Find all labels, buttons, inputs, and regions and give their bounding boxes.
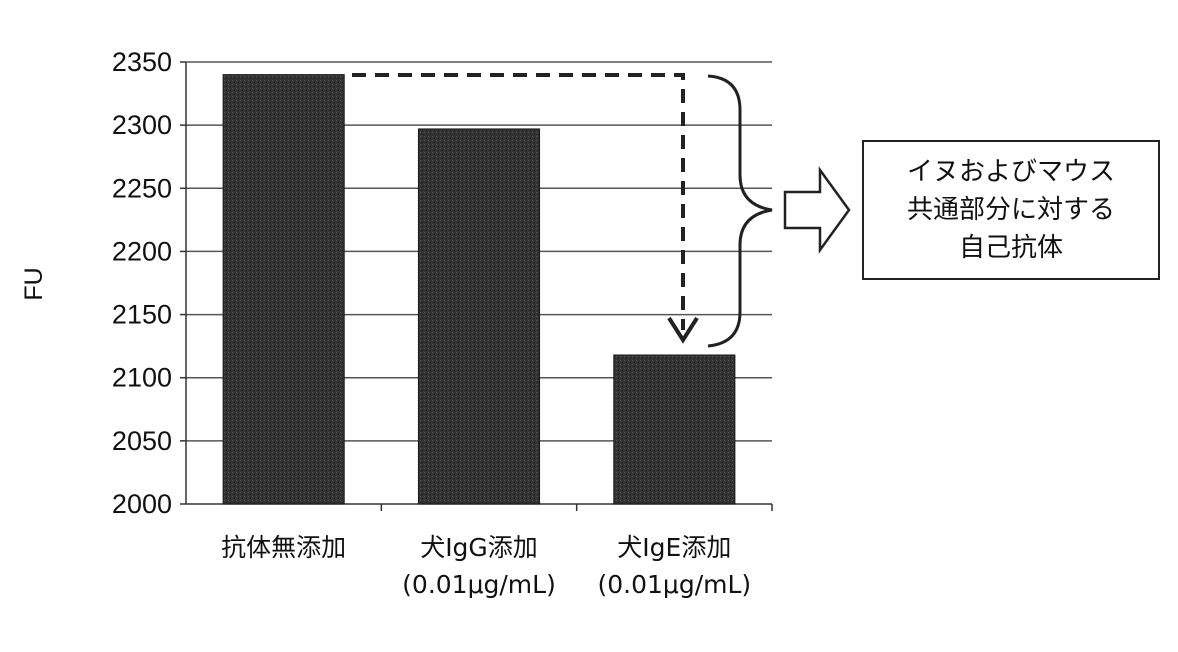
- y-tick-label: 2150: [112, 300, 172, 330]
- annotation-line-2: 共通部分に対する: [907, 191, 1115, 229]
- y-tick-label: 2300: [112, 110, 172, 140]
- y-tick-label: 2000: [112, 489, 172, 519]
- bar: [418, 129, 539, 504]
- y-tick-label: 2050: [112, 426, 172, 456]
- bars: [223, 75, 735, 504]
- y-tick-labels: 2000 2050 2100 2150 2200 2250 2300 2350: [112, 47, 172, 519]
- x-category-labels: 抗体無添加 犬IgG添加 (0.01μg/mL) 犬IgE添加 (0.01μg/mL): [221, 533, 751, 599]
- x-tick-label: (0.01μg/mL): [598, 570, 752, 599]
- x-tick-label: 犬IgE添加: [617, 533, 731, 562]
- annotation-box: イヌおよびマウス 共通部分に対する 自己抗体: [862, 140, 1160, 280]
- curly-brace: [708, 76, 772, 346]
- annotation-line-3: 自己抗体: [959, 229, 1063, 267]
- y-axis-label: FU: [20, 267, 48, 300]
- bar: [614, 355, 735, 504]
- x-tick-label: 抗体無添加: [221, 533, 346, 562]
- y-tick-label: 2350: [112, 47, 172, 77]
- bar: [223, 75, 344, 504]
- y-tick-label: 2200: [112, 236, 172, 266]
- y-tick-label: 2250: [112, 173, 172, 203]
- x-tick-label: (0.01μg/mL): [402, 570, 556, 599]
- annotation-line-1: イヌおよびマウス: [907, 153, 1115, 191]
- x-tick-label: 犬IgG添加: [420, 533, 538, 562]
- right-arrow-icon: [785, 170, 849, 250]
- y-tick-label: 2100: [112, 363, 172, 393]
